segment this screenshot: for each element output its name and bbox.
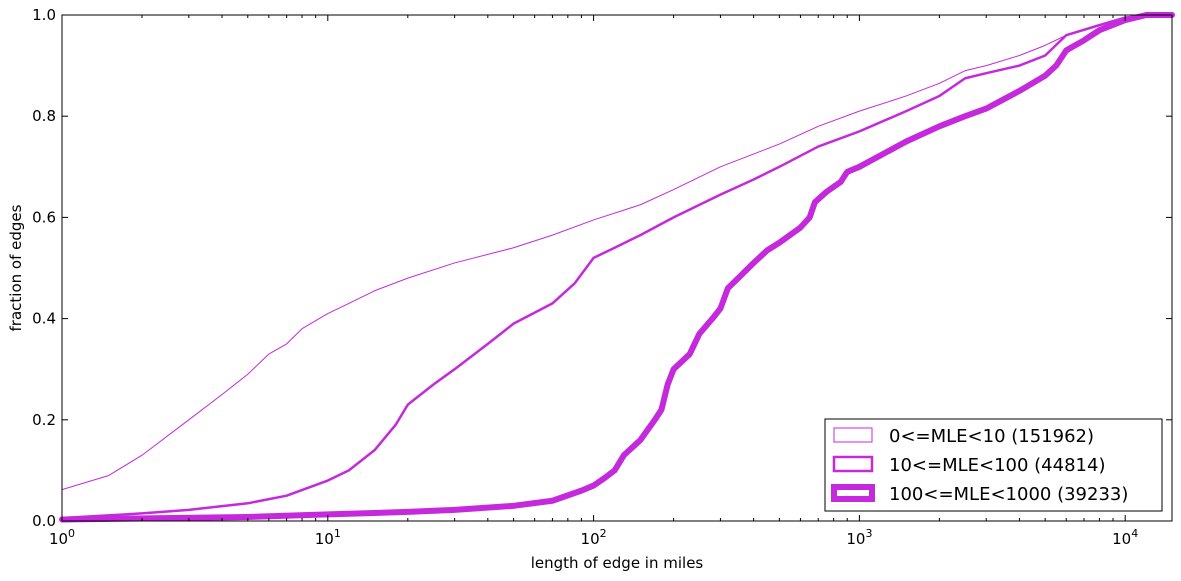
legend-label-0: 0<=MLE<10 (151962) xyxy=(889,426,1094,447)
series-line-2 xyxy=(59,12,1175,523)
plot-frame xyxy=(61,14,1173,522)
series-line-1 xyxy=(60,13,1174,520)
series-line-0 xyxy=(61,14,1173,491)
x-tick-label: 101 xyxy=(315,527,341,548)
y-tick-label: 0.4 xyxy=(32,310,56,328)
legend-label-2: 100<=MLE<1000 (39233) xyxy=(889,484,1128,505)
x-tick-label: 104 xyxy=(1112,527,1138,548)
y-axis-label: fraction of edges xyxy=(7,204,25,331)
series-layer xyxy=(59,12,1175,523)
x-axis-label: length of edge in miles xyxy=(531,554,704,572)
x-tick-label: 100 xyxy=(49,527,75,548)
ticks-layer: 0.0 0.2 0.4 0.6 0.8 1.0 100 101 102 103 104 xyxy=(32,6,1172,548)
legend: 0<=MLE<10 (151962) 10<=MLE<100 (44814) 1… xyxy=(824,418,1163,512)
y-tick-label: 0.2 xyxy=(32,411,56,429)
y-tick-label: 1.0 xyxy=(32,6,56,24)
legend-swatch-1 xyxy=(832,455,874,473)
legend-swatch-2 xyxy=(831,484,875,502)
legend-box xyxy=(824,418,1163,512)
x-tick-label: 103 xyxy=(846,527,872,548)
x-tick-label: 102 xyxy=(581,527,607,548)
y-tick-label: 0.8 xyxy=(32,107,56,125)
legend-label-1: 10<=MLE<100 (44814) xyxy=(889,455,1105,476)
y-tick-label: 0.0 xyxy=(32,512,56,530)
y-tick-label: 0.6 xyxy=(32,208,56,226)
legend-swatch-0 xyxy=(833,427,873,443)
